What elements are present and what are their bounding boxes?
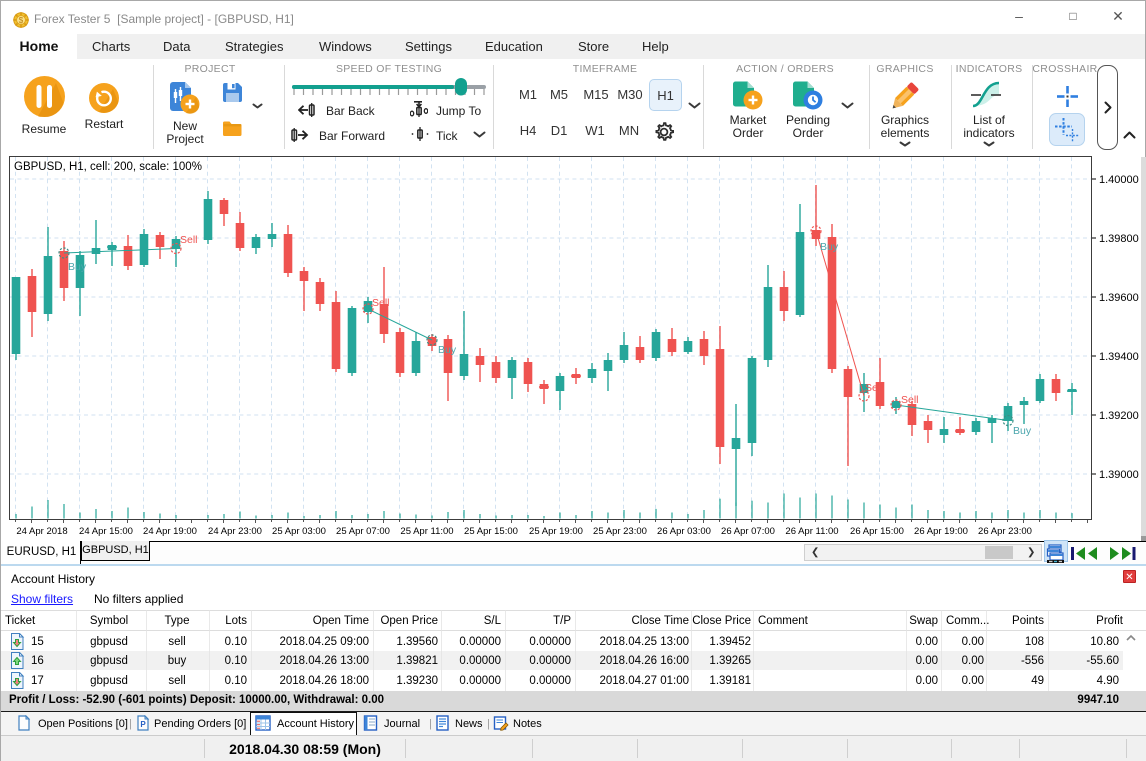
svg-text:Buy: Buy	[1013, 425, 1032, 437]
svg-text:26 Apr 03:00: 26 Apr 03:00	[657, 526, 711, 537]
svg-text:25 Apr 19:00: 25 Apr 19:00	[529, 526, 583, 537]
svg-text:26 Apr 07:00: 26 Apr 07:00	[721, 526, 775, 537]
svg-text:25 Apr 15:00: 25 Apr 15:00	[464, 526, 518, 537]
svg-text:$: $	[19, 16, 24, 25]
svg-text:26 Apr 23:00: 26 Apr 23:00	[978, 526, 1032, 537]
svg-text:Sell: Sell	[180, 234, 198, 246]
svg-text:25 Apr 03:00: 25 Apr 03:00	[272, 526, 326, 537]
svg-text:1.39400: 1.39400	[1099, 351, 1139, 363]
svg-text:Buy: Buy	[68, 261, 87, 273]
svg-text:25 Apr 23:00: 25 Apr 23:00	[593, 526, 647, 537]
svg-text:24 Apr 2018: 24 Apr 2018	[16, 526, 67, 537]
svg-text:1.39600: 1.39600	[1099, 292, 1139, 304]
svg-text:Buy: Buy	[438, 344, 457, 356]
svg-text:24 Apr 23:00: 24 Apr 23:00	[208, 526, 262, 537]
svg-text:1.39200: 1.39200	[1099, 410, 1139, 422]
svg-text:25 Apr 11:00: 25 Apr 11:00	[400, 526, 453, 537]
svg-text:1.39000: 1.39000	[1099, 469, 1139, 481]
svg-text:1.40000: 1.40000	[1099, 174, 1139, 186]
svg-text:26 Apr 19:00: 26 Apr 19:00	[914, 526, 968, 537]
svg-text:Sell: Sell	[865, 382, 883, 394]
svg-text:Sell: Sell	[901, 394, 919, 406]
svg-text:26 Apr 11:00: 26 Apr 11:00	[785, 526, 838, 537]
svg-text:P: P	[140, 720, 146, 729]
svg-text:Sell: Sell	[372, 297, 390, 309]
svg-text:26 Apr 15:00: 26 Apr 15:00	[850, 526, 904, 537]
svg-text:24 Apr 15:00: 24 Apr 15:00	[79, 526, 133, 537]
svg-text:25 Apr 07:00: 25 Apr 07:00	[336, 526, 390, 537]
svg-text:GBPUSD, H1, cell: 200, scale:: GBPUSD, H1, cell: 200, scale: 100%	[14, 161, 202, 173]
svg-text:1.39800: 1.39800	[1099, 233, 1139, 245]
svg-text:24 Apr 19:00: 24 Apr 19:00	[143, 526, 197, 537]
svg-text:Buy: Buy	[820, 241, 839, 253]
